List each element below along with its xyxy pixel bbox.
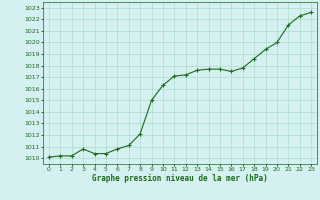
X-axis label: Graphe pression niveau de la mer (hPa): Graphe pression niveau de la mer (hPa) [92, 174, 268, 183]
